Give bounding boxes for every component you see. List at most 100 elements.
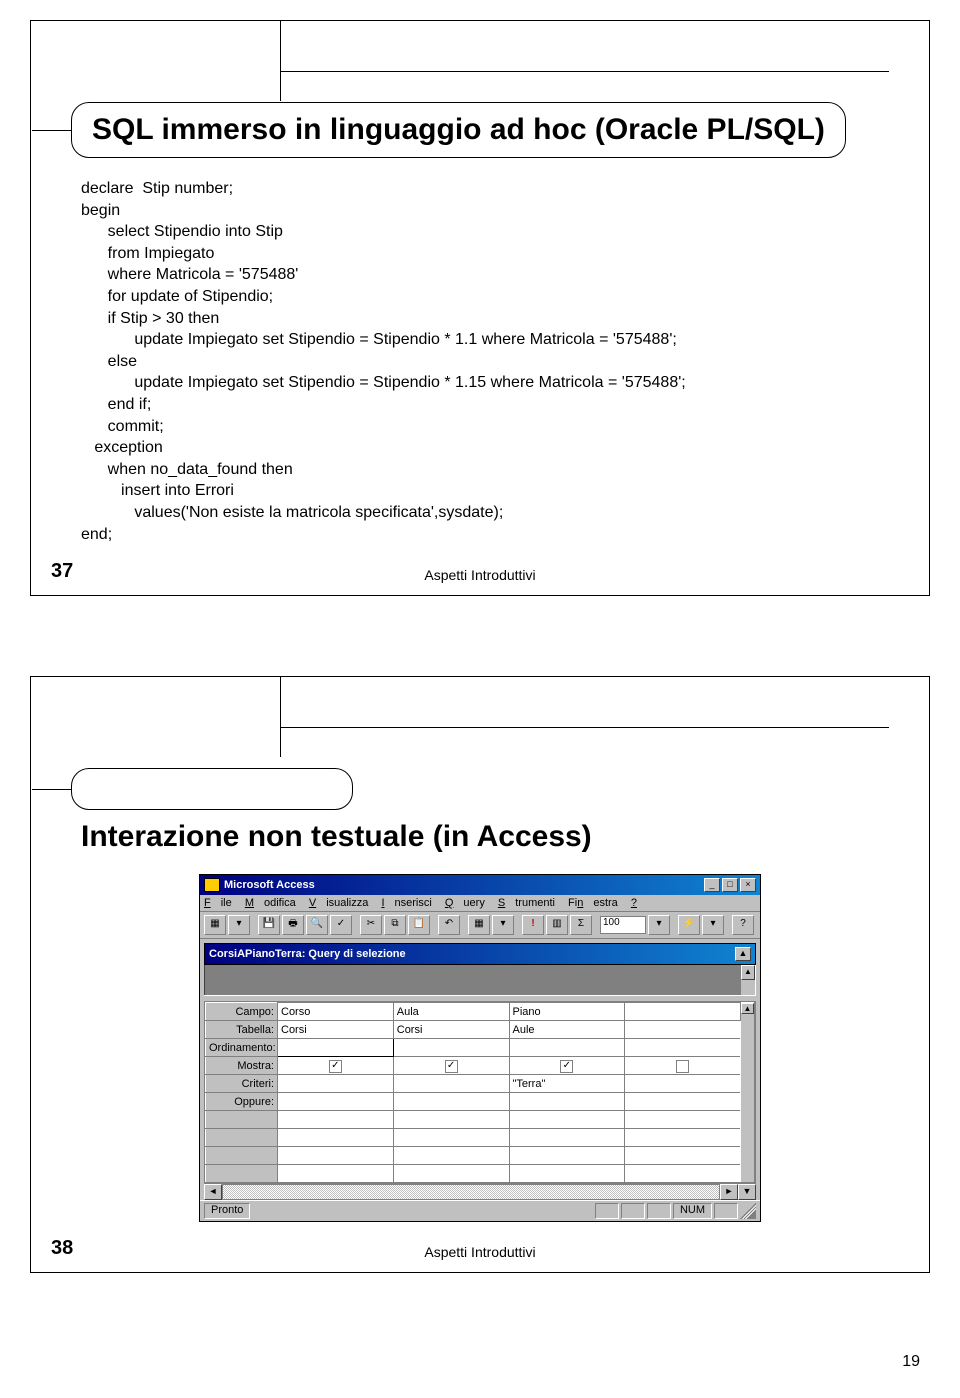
cell-opp-1[interactable] <box>393 1093 509 1111</box>
menu-query[interactable]: Query <box>445 897 485 909</box>
toolbar-view-icon[interactable]: ▦ <box>204 915 226 935</box>
cell-ord-3[interactable] <box>625 1039 741 1057</box>
cell-tabella-3[interactable] <box>625 1021 741 1039</box>
copy-icon[interactable]: ⧉ <box>384 915 406 935</box>
query-window-titlebar: CorsiAPianoTerra: Query di selezione ▲ <box>204 943 756 965</box>
access-key-icon <box>204 878 220 892</box>
cell-criteri-2[interactable]: "Terra" <box>509 1075 625 1093</box>
minimize-button[interactable]: _ <box>704 878 720 892</box>
querytype-icon[interactable]: ▦ <box>468 915 490 935</box>
run-icon[interactable]: ! <box>522 915 544 935</box>
menu-visualizza[interactable]: Visualizza <box>309 897 369 909</box>
cell-campo-3[interactable] <box>625 1003 741 1021</box>
cell-mostra-0[interactable]: ✓ <box>278 1057 394 1075</box>
cell-criteri-3[interactable] <box>625 1075 741 1093</box>
preview-icon[interactable]: 🔍 <box>306 915 328 935</box>
splitter[interactable] <box>204 995 756 1002</box>
menu-strumenti[interactable]: Strumenti <box>498 897 555 909</box>
menu-modifica[interactable]: Modifica <box>245 897 296 909</box>
zoom-dropdown-icon[interactable]: ▾ <box>648 915 670 935</box>
cell-campo-0[interactable]: Corso <box>278 1003 394 1021</box>
cell-opp-0[interactable] <box>278 1093 394 1111</box>
scroll-right-icon[interactable]: ► <box>720 1184 738 1200</box>
checkbox-icon: ✓ <box>329 1060 342 1073</box>
cell-criteri-1[interactable] <box>393 1075 509 1093</box>
row-empty <box>206 1165 278 1183</box>
close-button[interactable]: × <box>740 878 756 892</box>
slide-footer: 37 Aspetti Introduttivi <box>31 555 929 595</box>
footer-label: Aspetti Introduttivi <box>424 1244 535 1260</box>
empty-title-bubble <box>71 768 353 810</box>
scroll-track[interactable] <box>222 1184 720 1200</box>
sub-maximize-button[interactable]: ▲ <box>735 947 751 961</box>
cell-ord-0[interactable] <box>278 1039 394 1057</box>
status-ready: Pronto <box>204 1203 250 1219</box>
slide-title: Interazione non testuale (in Access) <box>81 820 909 854</box>
scroll-up-icon[interactable]: ▲ <box>741 965 755 980</box>
cell-opp-3[interactable] <box>625 1093 741 1111</box>
cell-tabella-0[interactable]: Corsi <box>278 1021 394 1039</box>
cell-campo-2[interactable]: Piano <box>509 1003 625 1021</box>
horizontal-scrollbar[interactable]: ◄ ► ▼ <box>204 1184 756 1200</box>
qbe-grid: Campo: Corso Aula Piano ▲ Tabella: Corsi… <box>204 1002 756 1184</box>
print-icon[interactable]: 🖶 <box>282 915 304 935</box>
status-num: NUM <box>673 1203 712 1219</box>
spell-icon[interactable]: ✓ <box>330 915 352 935</box>
save-icon[interactable]: 💾 <box>258 915 280 935</box>
cell-campo-1[interactable]: Aula <box>393 1003 509 1021</box>
slide-38: Interazione non testuale (in Access) Mic… <box>30 676 930 1273</box>
cell-criteri-0[interactable] <box>278 1075 394 1093</box>
maximize-button[interactable]: □ <box>722 878 738 892</box>
builder-icon[interactable]: ⚡ <box>678 915 700 935</box>
access-titlebar: Microsoft Access _ □ × <box>200 875 760 895</box>
scroll-left-icon[interactable]: ◄ <box>204 1184 222 1200</box>
builder-dropdown-icon[interactable]: ▾ <box>702 915 724 935</box>
row-label-ordinamento: Ordinamento: <box>206 1039 278 1057</box>
cell-ord-1[interactable] <box>393 1039 509 1057</box>
status-cell <box>647 1203 671 1219</box>
cell-mostra-3[interactable] <box>625 1057 741 1075</box>
access-window: Microsoft Access _ □ × File Modifica Vis… <box>199 874 761 1222</box>
row-label-campo: Campo: <box>206 1003 278 1021</box>
paste-icon[interactable]: 📋 <box>408 915 430 935</box>
totals-icon[interactable]: Σ <box>570 915 592 935</box>
slide-number: 38 <box>51 1237 73 1260</box>
row-empty <box>206 1111 278 1129</box>
grid-vscroll[interactable]: ▲ <box>741 1003 755 1183</box>
plsql-code-block: declare Stip number; begin select Stipen… <box>31 168 929 555</box>
menu-finestra[interactable]: Finestra <box>568 897 618 909</box>
toolbar: ▦ ▾ 💾 🖶 🔍 ✓ ✂ ⧉ 📋 ↶ ▦ ▾ ! ▥ Σ 100 ▾ ⚡ ▾ <box>200 912 760 939</box>
query-title: CorsiAPianoTerra: Query di selezione <box>209 948 406 960</box>
row-label-mostra: Mostra: <box>206 1057 278 1075</box>
slide-top-rule <box>281 21 889 72</box>
undo-icon[interactable]: ↶ <box>438 915 460 935</box>
row-label-tabella: Tabella: <box>206 1021 278 1039</box>
cell-mostra-2[interactable]: ✓ <box>509 1057 625 1075</box>
vertical-scrollbar[interactable]: ▲ <box>740 965 755 995</box>
zoom-input[interactable]: 100 <box>600 916 646 934</box>
menu-help[interactable]: ? <box>631 897 647 909</box>
row-label-criteri: Criteri: <box>206 1075 278 1093</box>
cell-tabella-1[interactable]: Corsi <box>393 1021 509 1039</box>
resize-grip-icon[interactable] <box>740 1203 756 1219</box>
cell-ord-2[interactable] <box>509 1039 625 1057</box>
help-icon[interactable]: ? <box>732 915 754 935</box>
querytype-dropdown-icon[interactable]: ▾ <box>492 915 514 935</box>
row-label-oppure: Oppure: <box>206 1093 278 1111</box>
cell-opp-2[interactable] <box>509 1093 625 1111</box>
slide-top-rule <box>281 677 889 728</box>
menu-file[interactable]: File <box>204 897 232 909</box>
slide-footer: 38 Aspetti Introduttivi <box>31 1232 929 1272</box>
checkbox-icon <box>676 1060 689 1073</box>
menu-inserisci[interactable]: Inserisci <box>381 897 431 909</box>
status-cell <box>621 1203 645 1219</box>
scroll-down-icon[interactable]: ▼ <box>738 1184 756 1200</box>
window-controls: _ □ × <box>704 878 756 892</box>
cell-tabella-2[interactable]: Aule <box>509 1021 625 1039</box>
status-cell <box>595 1203 619 1219</box>
showtable-icon[interactable]: ▥ <box>546 915 568 935</box>
toolbar-dropdown-icon[interactable]: ▾ <box>228 915 250 935</box>
slide-title: SQL immerso in linguaggio ad hoc (Oracle… <box>92 113 825 147</box>
cut-icon[interactable]: ✂ <box>360 915 382 935</box>
cell-mostra-1[interactable]: ✓ <box>393 1057 509 1075</box>
